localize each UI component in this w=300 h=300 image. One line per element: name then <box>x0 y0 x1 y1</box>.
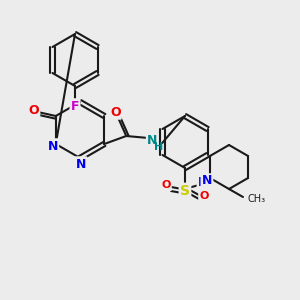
Text: F: F <box>71 100 79 112</box>
Text: CH₃: CH₃ <box>247 194 265 204</box>
Text: O: O <box>161 180 171 190</box>
Text: N: N <box>202 175 212 188</box>
Text: O: O <box>199 191 209 201</box>
Text: O: O <box>28 104 39 118</box>
Text: N: N <box>198 176 208 188</box>
Text: H: H <box>154 142 163 152</box>
Text: N: N <box>76 158 86 170</box>
Text: O: O <box>110 106 121 118</box>
Text: S: S <box>180 184 190 198</box>
Text: N: N <box>147 134 158 148</box>
Text: N: N <box>48 140 58 152</box>
